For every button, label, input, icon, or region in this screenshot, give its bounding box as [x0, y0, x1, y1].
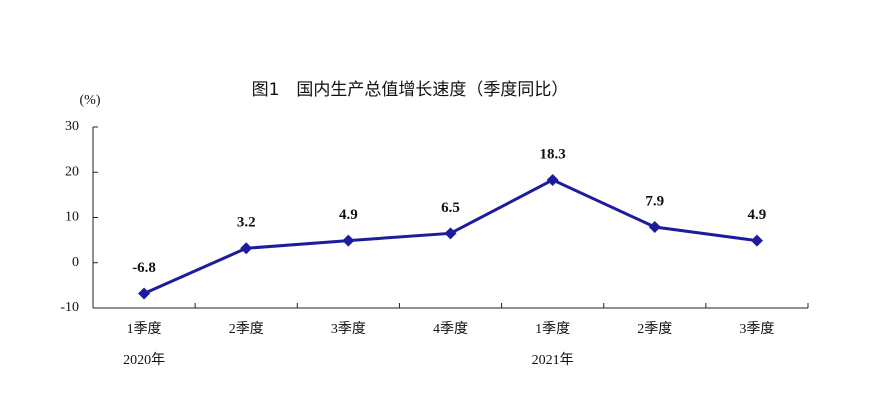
y-axis-label: (%) [80, 93, 101, 108]
value-label: 7.9 [645, 193, 664, 209]
point [750, 234, 763, 247]
value-label: -6.8 [132, 260, 156, 276]
value-label: 3.2 [237, 215, 256, 231]
y-tick-label: 30 [65, 119, 79, 134]
value-label: 18.3 [540, 146, 566, 162]
x-tick-label: 3季度 [739, 321, 774, 337]
x-tick-label: 1季度 [535, 321, 570, 337]
x-tick-label: 2季度 [229, 321, 264, 337]
y-tick-label: -10 [60, 300, 79, 315]
x-tick-label: 2季度 [637, 321, 672, 337]
point [342, 234, 355, 247]
x-group-label: 2020年 [123, 352, 165, 368]
value-label: 6.5 [441, 200, 460, 216]
x-tick-label: 3季度 [331, 321, 366, 337]
chart-title: 图1 国内生产总值增长速度（季度同比） [252, 80, 569, 100]
point [648, 221, 661, 234]
y-tick-label: 0 [72, 255, 79, 270]
x-tick-label: 1季度 [127, 321, 162, 337]
x-group-label: 2021年 [532, 352, 574, 368]
y-tick-label: 10 [65, 210, 79, 225]
x-tick-label: 4季度 [433, 321, 468, 337]
value-label: 4.9 [748, 207, 767, 223]
y-tick-label: 20 [65, 164, 79, 179]
value-label: 4.9 [339, 207, 358, 223]
point [444, 227, 457, 240]
point [240, 242, 253, 255]
point [546, 173, 559, 186]
point [138, 287, 151, 300]
